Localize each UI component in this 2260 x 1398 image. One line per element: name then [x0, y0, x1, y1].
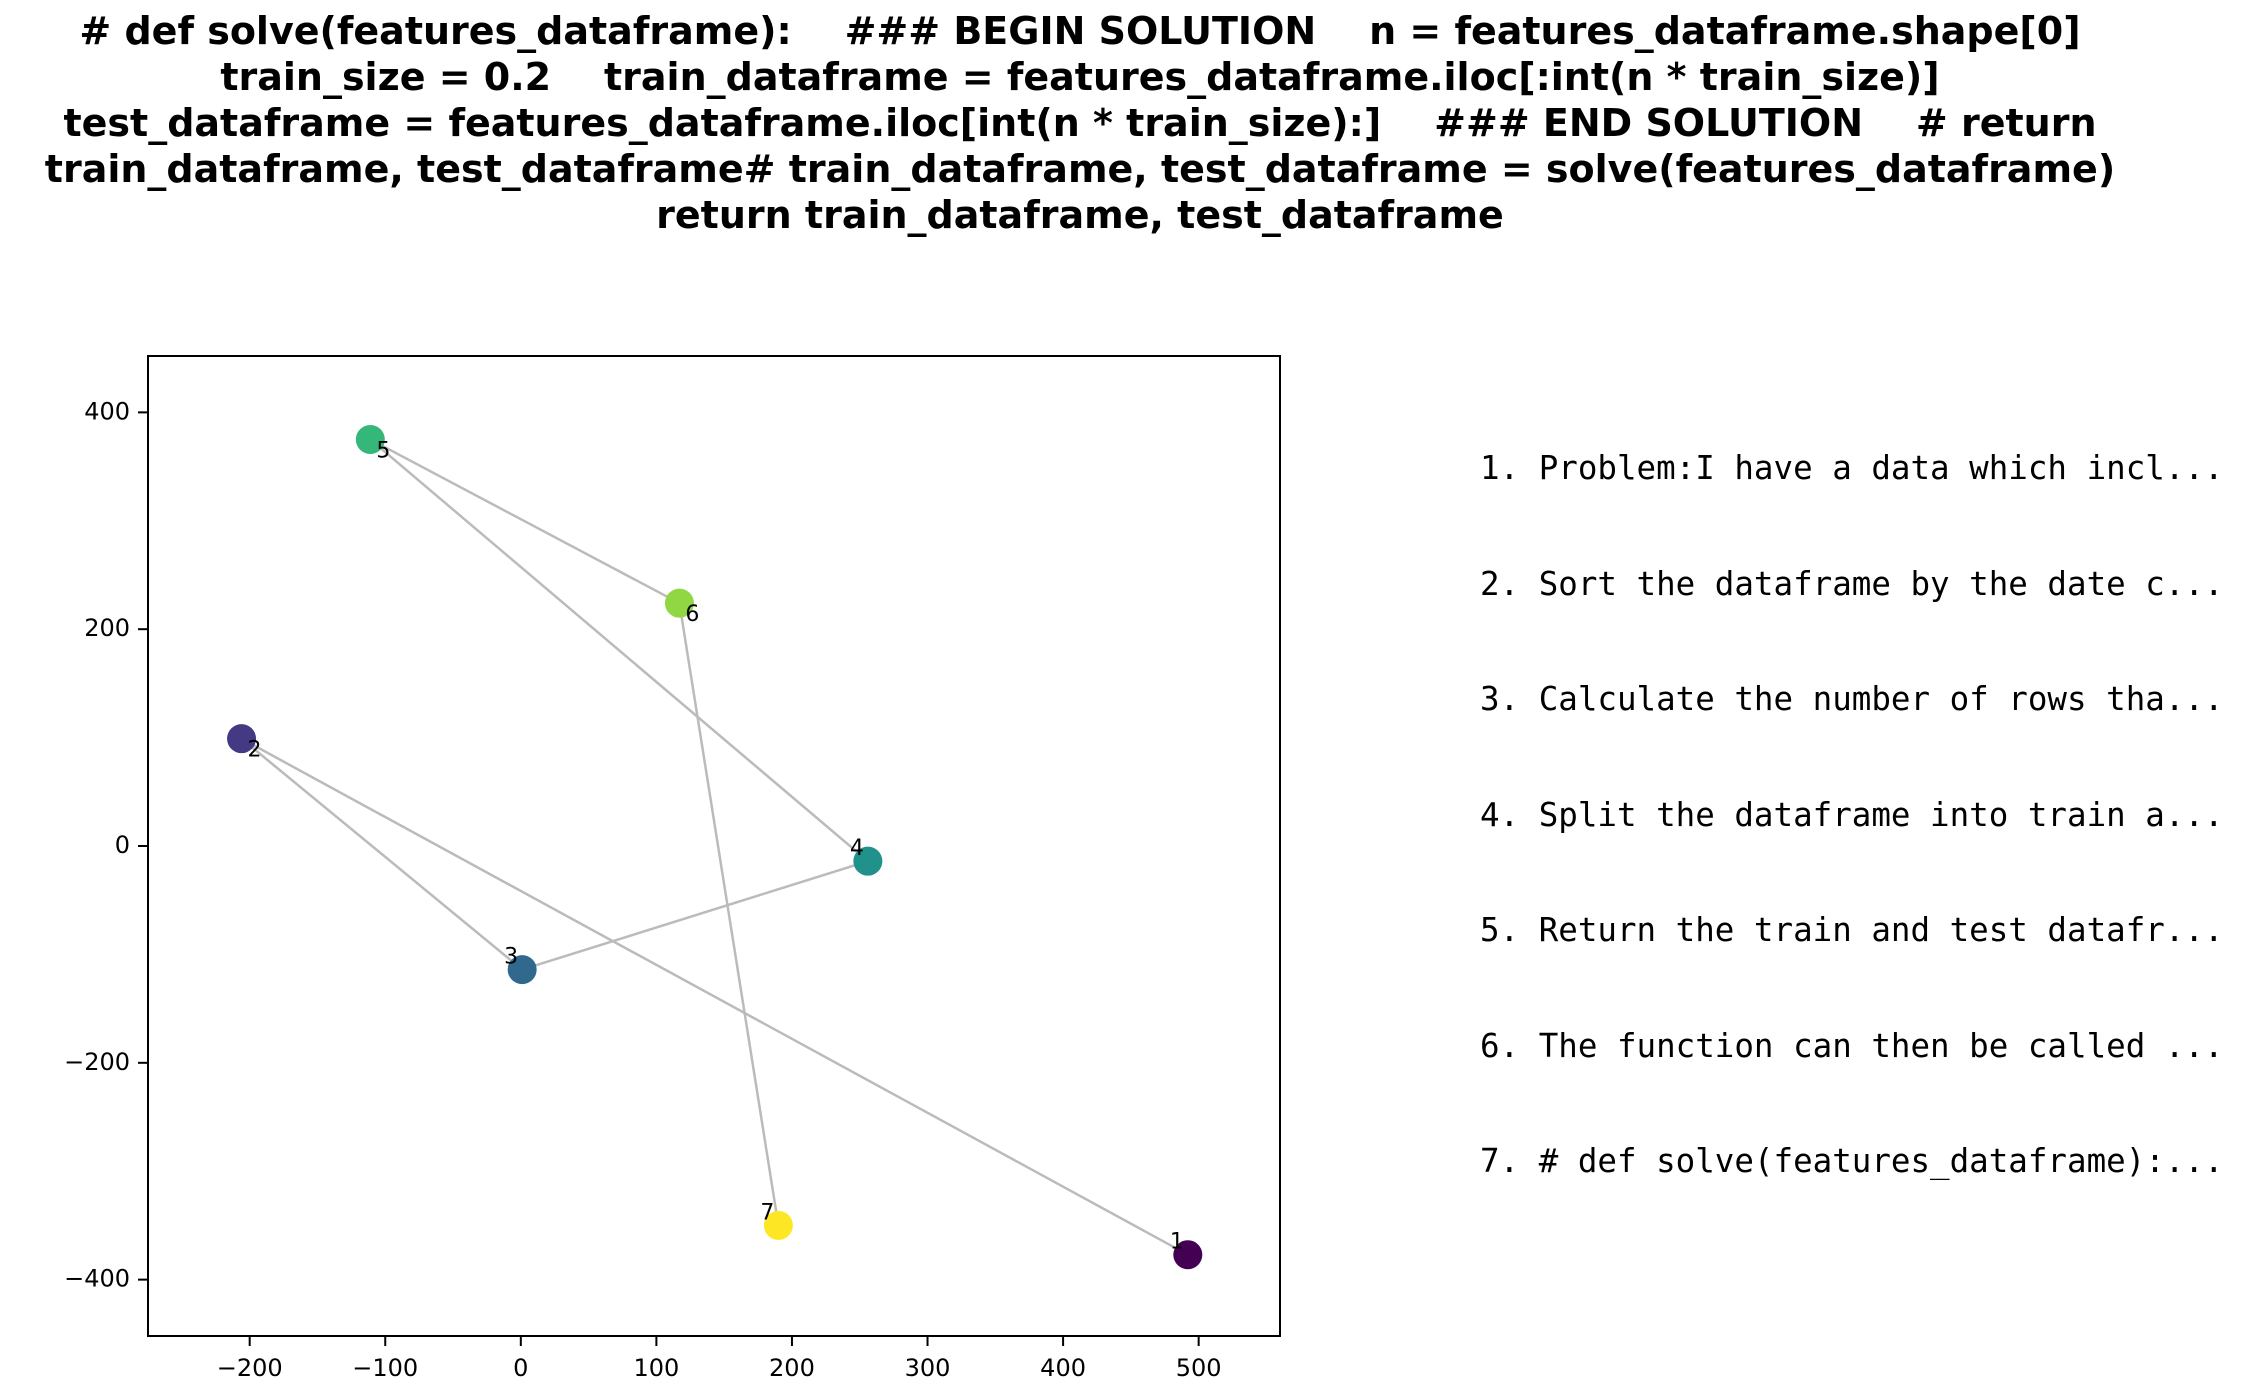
y-tick-label: −400 — [64, 1265, 130, 1293]
y-tick-label: 200 — [84, 614, 130, 642]
x-tick-label: 300 — [905, 1354, 951, 1382]
connector-line — [240, 737, 1189, 1256]
y-tick-label: −200 — [64, 1048, 130, 1076]
x-tick-label: 200 — [769, 1354, 815, 1382]
y-tick-label: 0 — [115, 831, 130, 859]
point-label: 7 — [760, 1200, 774, 1225]
plot-area — [148, 356, 1280, 1336]
x-tick-label: −200 — [217, 1354, 283, 1382]
connector-line — [369, 438, 869, 863]
point-label: 6 — [685, 602, 699, 627]
x-tick-label: 400 — [1040, 1354, 1086, 1382]
connector-line — [521, 859, 869, 971]
point-label: 2 — [248, 738, 262, 763]
title-line: test_dataframe = features_dataframe.iloc… — [63, 101, 2097, 145]
step-item: 2. Sort the dataframe by the date c... — [1480, 564, 2224, 603]
step-item: 3. Calculate the number of rows tha... — [1480, 680, 2224, 718]
data-point — [507, 955, 537, 985]
title-line: train_dataframe, test_dataframe# train_d… — [44, 147, 2116, 191]
y-axis: −400 −200 0 200 400 — [64, 397, 148, 1293]
title-line: return train_dataframe, test_dataframe — [656, 193, 1504, 237]
chart-title: # def solve(features_dataframe): ### BEG… — [0, 8, 2160, 238]
step-item: 4. Split the dataframe into train a... — [1480, 795, 2224, 834]
steps-list: 1. Problem:I have a data which incl... 2… — [1480, 372, 2224, 1219]
data-point — [1173, 1240, 1203, 1270]
x-tick-label: 0 — [513, 1354, 528, 1382]
data-point — [763, 1210, 793, 1240]
x-tick-label: −100 — [352, 1354, 418, 1382]
connector-line — [240, 737, 523, 971]
y-tick-label: 400 — [84, 397, 130, 425]
point-labels: 1 2 3 4 5 6 7 — [248, 438, 1184, 1254]
data-point — [227, 724, 257, 754]
connector-lines — [240, 438, 1189, 1256]
step-item: 7. # def solve(features_dataframe):... — [1480, 1142, 2224, 1180]
data-point — [853, 846, 883, 876]
data-point — [664, 588, 694, 618]
title-line: # def solve(features_dataframe): ### BEG… — [79, 9, 2081, 53]
point-label: 1 — [1170, 1230, 1184, 1255]
point-label: 4 — [850, 836, 864, 861]
x-tick-label: 100 — [633, 1354, 679, 1382]
x-tick-label: 500 — [1176, 1354, 1222, 1382]
title-line: train_size = 0.2 train_dataframe = featu… — [220, 55, 1940, 99]
data-point — [355, 424, 385, 454]
point-label: 3 — [504, 945, 518, 970]
x-axis: −200 −100 0 100 200 300 400 500 — [217, 1336, 1222, 1382]
step-item: 6. The function can then be called ... — [1480, 1026, 2224, 1065]
connector-line — [678, 602, 780, 1226]
point-label: 5 — [376, 438, 390, 463]
connector-line — [369, 438, 681, 605]
data-points — [227, 424, 1203, 1270]
step-item: 1. Problem:I have a data which incl... — [1480, 449, 2224, 487]
step-item: 5. Return the train and test datafr... — [1480, 911, 2224, 949]
